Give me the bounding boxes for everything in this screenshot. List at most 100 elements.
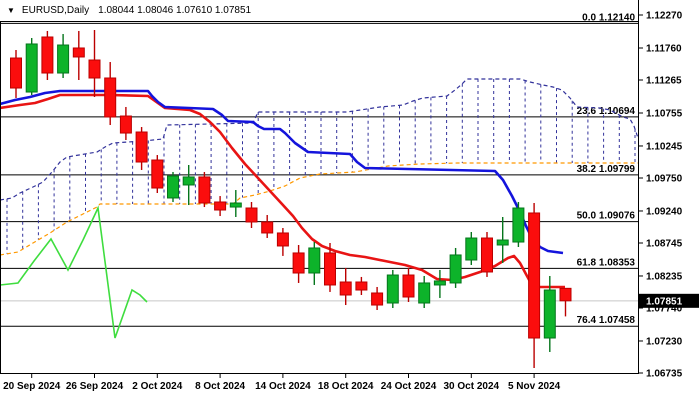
x-axis-label: 18 Oct 2024 — [318, 381, 374, 392]
candle-body — [41, 36, 54, 74]
candle-body — [151, 159, 164, 189]
candle-body — [57, 44, 70, 74]
candle-25-oct — [418, 275, 431, 308]
y-axis-label: 1.11265 — [646, 76, 682, 87]
candle-body — [465, 237, 478, 261]
candle-body — [245, 207, 258, 223]
candle-21-oct — [355, 276, 368, 295]
y-axis-label: 1.09240 — [646, 206, 683, 217]
candle-7-nov — [559, 287, 572, 317]
candle-16-oct — [308, 242, 321, 285]
fib-label-76.4: 76.4 1.07458 — [577, 315, 636, 326]
x-axis-label: 8 Oct 2024 — [195, 381, 245, 392]
candle-25-sep — [72, 30, 85, 81]
candle-14-oct — [276, 227, 289, 256]
candle-body — [559, 287, 572, 302]
senkou-span-upper-line — [0, 78, 639, 201]
candle-body — [104, 77, 117, 118]
candle-2-oct — [151, 155, 164, 193]
candle-23-sep — [41, 30, 54, 81]
x-axis-label: 26 Sep 2024 — [66, 381, 124, 392]
x-axis-label: 30 Oct 2024 — [443, 381, 499, 392]
candle-30-sep — [119, 106, 132, 141]
candle-6-nov — [543, 275, 556, 352]
candle-body — [276, 232, 289, 247]
x-axis-label: 2 Oct 2024 — [132, 381, 182, 392]
fib-label-50.0: 50.0 1.09076 — [577, 211, 636, 222]
candle-20-sep — [25, 38, 38, 96]
candle-1-nov — [496, 216, 509, 263]
price-badge-box — [639, 293, 699, 308]
candle-5-nov — [528, 203, 541, 368]
candle-body — [182, 176, 195, 186]
ichimoku-cloud — [0, 78, 639, 256]
candle-17-oct — [324, 242, 336, 292]
candle-body — [543, 289, 556, 339]
y-axis-label: 1.07740 — [646, 303, 683, 314]
candle-3-oct — [167, 171, 179, 202]
candle-10-oct — [245, 201, 258, 228]
y-axis-label: 1.09750 — [646, 173, 683, 184]
candle-body — [214, 201, 227, 211]
candle-body — [449, 254, 462, 284]
candle-body — [418, 282, 431, 304]
candle-8-oct — [214, 196, 227, 217]
candle-body — [292, 252, 305, 274]
candle-31-oct — [481, 231, 493, 277]
candle-body — [261, 221, 274, 234]
candle-28-oct — [433, 269, 446, 298]
candle-body — [386, 274, 399, 304]
candle-19-sep — [10, 49, 22, 98]
candle-1-oct — [135, 127, 148, 170]
y-axis-label: 1.07230 — [646, 336, 683, 347]
y-axis: 1.12270 1.11760 1.11265 1.10755 1.10245 1.097… — [639, 11, 683, 380]
senkou-span-lower-line — [0, 162, 638, 256]
y-axis-label: 1.12270 — [646, 11, 683, 22]
candle-body — [198, 176, 211, 204]
candle-body — [355, 281, 368, 291]
candle-body — [324, 252, 336, 286]
candle-body — [167, 175, 179, 199]
candle-4-nov — [512, 201, 525, 248]
fib-label-0.0: 0.0 1.12140 — [582, 12, 635, 23]
price-badge-value: 1.07851 — [646, 296, 683, 307]
y-axis-label: 1.11760 — [646, 43, 682, 54]
candle-body — [339, 281, 352, 296]
fib-label-23.6: 23.6 1.10694 — [577, 106, 636, 117]
candle-body — [371, 292, 384, 306]
candle-body — [308, 247, 321, 274]
candle-22-oct — [371, 286, 384, 311]
candle-27-sep — [104, 62, 117, 126]
candle-body — [72, 47, 85, 58]
x-axis: 20 Sep 2024 26 Sep 2024 2 Oct 2024 8 Oct 20… — [3, 374, 561, 392]
x-axis-label: 20 Sep 2024 — [3, 381, 61, 392]
x-axis-label: 5 Nov 2024 — [508, 381, 561, 392]
candle-9-oct — [229, 190, 242, 217]
y-axis-label: 1.06735 — [646, 369, 683, 380]
candles — [10, 30, 572, 368]
candle-24-oct — [402, 267, 415, 302]
candle-11-oct — [261, 214, 274, 239]
candle-23-oct — [386, 269, 399, 308]
symbol-dropdown-icon[interactable]: ▼ — [7, 5, 15, 15]
price-badge: 1.07851 — [639, 293, 699, 308]
x-axis-label: 24 Oct 2024 — [381, 381, 437, 392]
candle-18-oct — [339, 267, 352, 306]
chart-frame — [0, 0, 639, 374]
candle-body — [481, 237, 493, 273]
chikou-span-line — [0, 205, 148, 339]
candle-body — [119, 115, 132, 134]
y-axis-label: 1.10245 — [646, 141, 683, 152]
candle-24-sep — [57, 34, 70, 78]
candle-body — [10, 57, 22, 89]
fib-label-61.8: 61.8 1.08353 — [577, 257, 636, 268]
candle-body — [229, 202, 242, 208]
candle-body — [512, 207, 525, 243]
candle-4-oct — [182, 164, 195, 206]
candle-body — [496, 239, 509, 246]
y-axis-label: 1.08745 — [646, 238, 683, 249]
candle-30-oct — [465, 231, 478, 265]
candle-7-oct — [198, 171, 211, 208]
